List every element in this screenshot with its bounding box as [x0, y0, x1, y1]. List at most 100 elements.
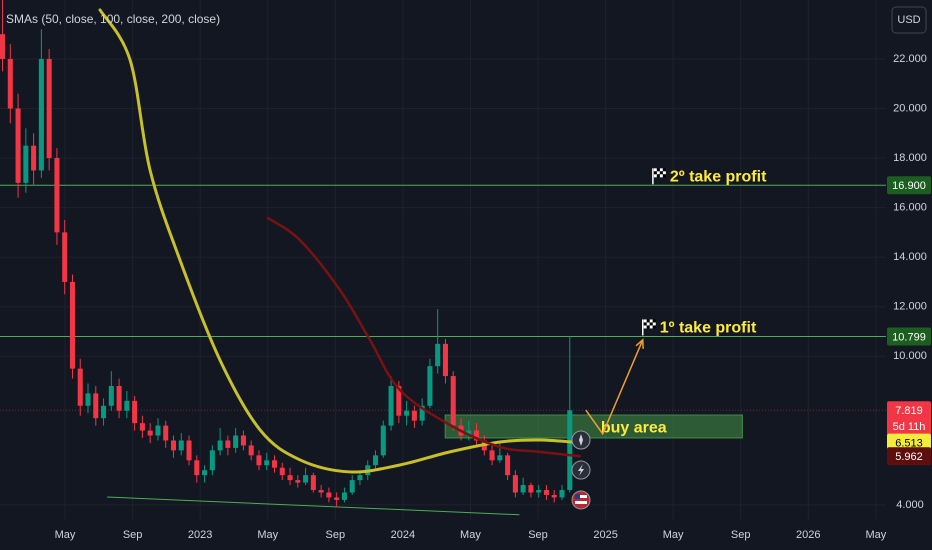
flag-cell [649, 319, 653, 323]
candle-body [240, 435, 246, 446]
x-tick-label: May [55, 529, 76, 541]
flag-cell [646, 319, 650, 323]
currency-box[interactable] [891, 6, 927, 34]
candle-body [62, 232, 68, 282]
flag-cell [659, 171, 663, 175]
candle-body [248, 445, 254, 456]
candle-body [435, 343, 441, 367]
candle-body [108, 385, 114, 406]
x-tick-label: 2023 [188, 529, 212, 541]
candle-body [520, 485, 526, 493]
candle-body [256, 455, 262, 466]
y-tick-label: 12.000 [893, 301, 927, 313]
flag-cell [656, 171, 660, 175]
candle-body [318, 490, 324, 493]
last-price-label: 7.819 [895, 405, 923, 417]
y-tick-label: 10.000 [893, 350, 927, 362]
sma-price-label: 5.962 [895, 451, 923, 463]
flag-cell [656, 174, 660, 178]
icon-glyph [579, 434, 583, 446]
flag-cell [656, 168, 660, 172]
sma-price-label-box [887, 433, 931, 452]
flag-cell [652, 322, 656, 326]
x-tick-label: Sep [123, 529, 143, 541]
candle-body [279, 467, 285, 476]
flag-cell [662, 174, 666, 178]
candle-body [404, 410, 410, 416]
candle-body [101, 405, 107, 419]
axes: May Sep 2023 May Sep 2024 May Sep 2025 May Sep 2026… [55, 53, 931, 541]
candle-body [271, 460, 278, 468]
candle-body [450, 376, 456, 426]
candle-body [124, 400, 130, 411]
candle-body [551, 494, 557, 498]
flag-cell [643, 325, 647, 329]
last-price-box [887, 401, 931, 436]
candle-body [528, 485, 534, 493]
candle-body [372, 455, 379, 466]
candle-body [209, 450, 215, 471]
flag-cell [643, 322, 647, 326]
candle-body [466, 430, 472, 436]
candle-body [178, 440, 184, 451]
candle-body [194, 460, 200, 476]
candle-body [147, 430, 153, 436]
level-price-label: 16.900 [892, 180, 926, 192]
y-tick-label: 4.000 [896, 499, 924, 511]
candle-body [38, 58, 44, 171]
flag-icon [652, 168, 666, 185]
sma-price-label-box [887, 447, 931, 466]
candle-body [326, 492, 332, 498]
flag-cell [653, 168, 657, 172]
sma-line [266, 216, 581, 458]
candle-body [132, 400, 138, 424]
candle-body [23, 145, 29, 183]
candle-body [411, 410, 417, 421]
candle-body [559, 490, 565, 498]
countdown-label: 5d 11h [893, 421, 926, 433]
candle-body [15, 108, 21, 183]
candle-body [497, 455, 503, 461]
candle-body [427, 366, 433, 406]
flag-cell [662, 168, 666, 172]
flag-cell [653, 171, 657, 175]
candle-body [380, 425, 386, 456]
arrow-head [635, 338, 644, 349]
icon-glyph [575, 495, 587, 498]
candle-body [77, 368, 83, 406]
y-tick-label: 22.000 [893, 53, 927, 65]
flag-cell [662, 171, 666, 175]
candle-body [116, 385, 122, 411]
candle-body [489, 450, 495, 461]
candle-body [334, 497, 340, 500]
x-tick-label: Sep [731, 529, 751, 541]
candle-body [567, 410, 573, 491]
plot-area: buy area 2º take profit 1º take profit [0, 0, 886, 516]
candle-body [349, 480, 355, 493]
candle-body [233, 435, 239, 448]
icon-glyph [575, 501, 587, 504]
x-tick-label: May [865, 529, 886, 541]
indicator-legend: SMAs (50, close, 100, close, 200, close) [6, 12, 220, 26]
candle-body [388, 385, 394, 426]
icon-glyph [578, 464, 584, 476]
candle-body [155, 425, 161, 436]
x-tick-label: May [460, 529, 481, 541]
icon[interactable] [571, 490, 591, 510]
flag-cell [646, 322, 650, 326]
candle-body [202, 470, 208, 476]
x-tick-label: 2025 [593, 529, 617, 541]
x-tick-label: May [663, 529, 684, 541]
sma-line [98, 8, 582, 474]
candle-body [543, 490, 549, 495]
candle-body [31, 145, 37, 171]
x-tick-label: Sep [528, 529, 548, 541]
candle-body [419, 405, 425, 421]
sma-price-label: 6.513 [895, 438, 923, 450]
flag-cell [646, 325, 650, 329]
candle-body [295, 480, 301, 483]
candle-body [512, 475, 518, 493]
x-tick-label: Sep [326, 529, 346, 541]
